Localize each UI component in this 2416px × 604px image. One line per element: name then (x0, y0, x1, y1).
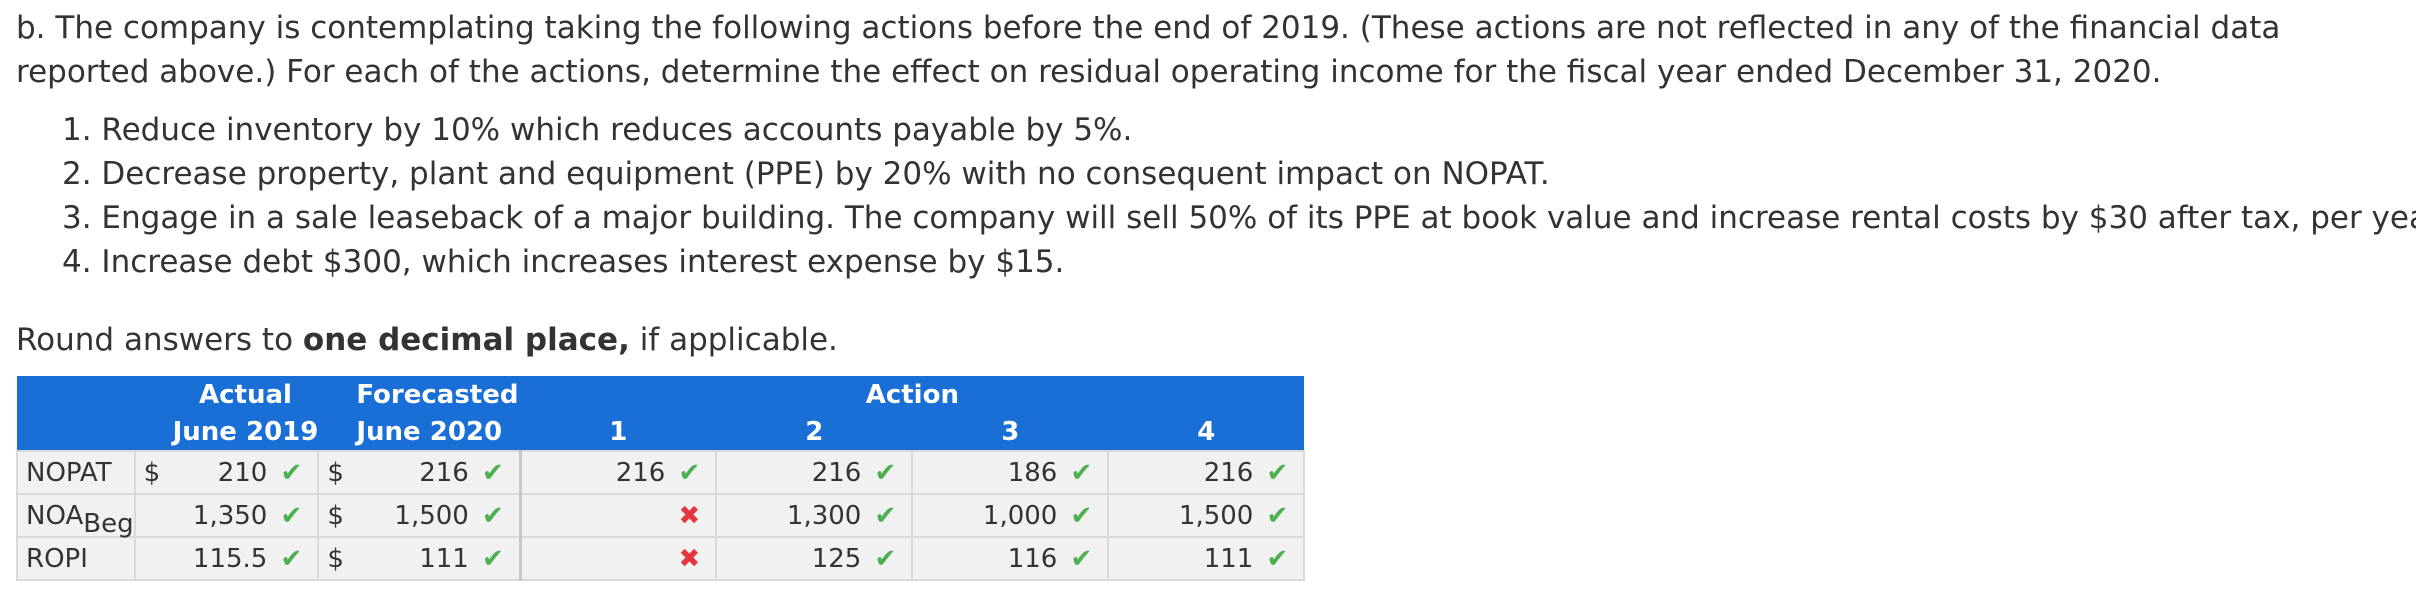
action-item-4: 4. Increase debt $300, which increases i… (62, 244, 1065, 280)
action-list: 1. Reduce inventory by 10% which reduces… (62, 108, 2416, 284)
correct-check-icon: ✔ (481, 457, 504, 488)
header-col-1: 1 (520, 413, 717, 451)
header-col-4: 4 (1108, 413, 1305, 451)
action-item-2: 2. Decrease property, plant and equipmen… (62, 156, 1550, 192)
header-action: Action (716, 376, 1109, 413)
action-2-input[interactable]: 125 ✔ (716, 536, 914, 581)
table-row-noa-beg: NOABeg 1,350 ✔ $ 1,500 ✔ ✖ 1,300 ✔ 1,000 ✔ 1… (16, 493, 1306, 539)
action-4-input[interactable]: 1,500 ✔ (1108, 493, 1306, 538)
row-label: NOABeg (16, 493, 136, 539)
rounding-suffix: if applicable. (629, 322, 838, 358)
correct-check-icon: ✔ (280, 543, 303, 574)
correct-check-icon: ✔ (1266, 543, 1289, 574)
action-1-input[interactable]: ✖ (518, 493, 718, 538)
correct-check-icon: ✔ (874, 543, 897, 574)
dollar-sign: $ (317, 450, 357, 495)
rounding-instruction: Round answers to one decimal place, if a… (16, 318, 838, 362)
action-item-3: 3. Engage in a sale leaseback of a major… (62, 200, 2416, 236)
correct-check-icon: ✔ (1070, 500, 1093, 531)
correct-check-icon: ✔ (280, 500, 303, 531)
rounding-prefix: Round answers to (16, 322, 303, 358)
header-row-2: June 2019 June 2020 1 2 3 4 (17, 413, 1305, 451)
correct-check-icon: ✔ (481, 543, 504, 574)
correct-check-icon: ✔ (1070, 543, 1093, 574)
dollar-sign: $ (317, 536, 357, 581)
action-2-input[interactable]: 216 ✔ (716, 450, 914, 495)
rounding-bold: one decimal place, (302, 322, 630, 358)
correct-check-icon: ✔ (1266, 457, 1289, 488)
incorrect-x-icon: ✖ (678, 543, 701, 574)
correct-check-icon: ✔ (280, 457, 303, 488)
forecast-input[interactable]: 111 ✔ (356, 536, 522, 581)
header-forecast-l2: June 2020 (356, 413, 521, 451)
forecast-input[interactable]: 216 ✔ (356, 450, 522, 495)
dollar-sign (133, 536, 173, 581)
header-col-2: 2 (716, 413, 913, 451)
actual-input[interactable]: 1,350 ✔ (172, 493, 320, 538)
correct-check-icon: ✔ (678, 457, 701, 488)
dollar-sign: $ (317, 493, 357, 538)
header-actual-l2: June 2019 (172, 413, 319, 451)
actual-input[interactable]: 115.5 ✔ (172, 536, 320, 581)
forecast-input[interactable]: 1,500 ✔ (356, 493, 522, 538)
correct-check-icon: ✔ (1266, 500, 1289, 531)
table-row-ropi: ROPI 115.5 ✔ $ 111 ✔ ✖ 125 ✔ 116 ✔ 111 ✔ (16, 536, 1306, 581)
action-2-input[interactable]: 1,300 ✔ (716, 493, 914, 538)
action-4-input[interactable]: 216 ✔ (1108, 450, 1306, 495)
question-intro: b. The company is contemplating taking t… (16, 10, 2281, 90)
action-1-input[interactable]: 216 ✔ (518, 450, 718, 495)
action-1-input[interactable]: ✖ (518, 536, 718, 581)
action-3-input[interactable]: 186 ✔ (912, 450, 1110, 495)
correct-check-icon: ✔ (481, 500, 504, 531)
header-forecast-l1: Forecasted (356, 376, 521, 413)
header-actual-l1: Actual (172, 376, 319, 413)
correct-check-icon: ✔ (874, 457, 897, 488)
header-col-3: 3 (912, 413, 1109, 451)
answer-table: Actual Forecasted Action June 2019 June … (16, 376, 1306, 581)
action-3-input[interactable]: 116 ✔ (912, 536, 1110, 581)
action-item-1: 1. Reduce inventory by 10% which reduces… (62, 112, 1133, 148)
incorrect-x-icon: ✖ (678, 500, 701, 531)
table-row-nopat: NOPAT $ 210 ✔ $ 216 ✔ 216 ✔ 216 ✔ 186 ✔ 216 ✔ (16, 450, 1306, 495)
correct-check-icon: ✔ (1070, 457, 1093, 488)
row-label: ROPI (16, 536, 136, 581)
header-row-1: Actual Forecasted Action (17, 376, 1305, 413)
actual-input[interactable]: 210 ✔ (172, 450, 320, 495)
action-3-input[interactable]: 1,000 ✔ (912, 493, 1110, 538)
action-4-input[interactable]: 111 ✔ (1108, 536, 1306, 581)
dollar-sign (133, 493, 173, 538)
row-label: NOPAT (16, 450, 136, 495)
correct-check-icon: ✔ (874, 500, 897, 531)
dollar-sign: $ (133, 450, 173, 495)
